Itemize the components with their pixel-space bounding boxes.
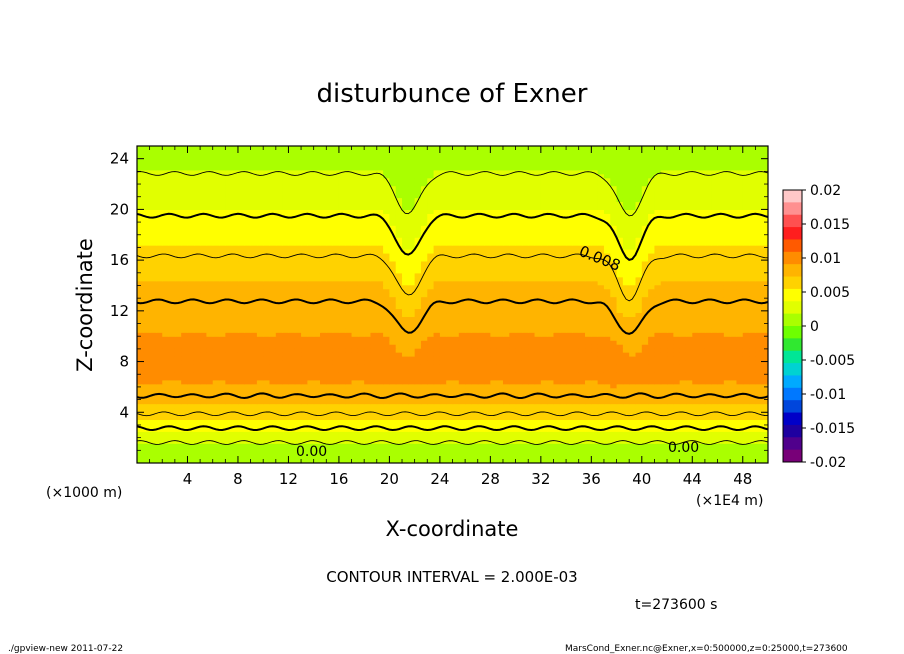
colorbar-label: -0.02 [810,455,846,471]
colorbar-swatch [783,239,802,253]
y-tick-label: 24 [110,150,129,168]
colorbar-label: 0 [810,319,819,335]
y-axis-label: Z-coordinate [73,238,97,372]
colorbar-swatch [783,251,802,265]
contour-label-000-right: 0.00 [668,440,699,456]
colorbar-swatch [783,276,802,290]
colorbar-swatch [783,313,802,327]
colorbar-swatch [783,227,802,240]
y-tick-label: 20 [110,200,129,218]
colorbar-swatch [783,264,802,278]
colorbar-label: 0.015 [810,217,850,233]
colorbar-label: -0.01 [810,387,846,403]
colorbar-swatch [783,437,802,451]
x-axis: 4 8 12 16 20 24 28 32 36 40 44 48 [149,146,756,488]
colorbar-label: 0.005 [810,285,850,301]
y-tick-label: 4 [119,403,129,421]
x-tick-label: 24 [430,470,449,488]
plot-area [137,146,768,463]
colorbar-swatch [783,375,802,389]
colorbar-swatch [783,202,802,216]
colorbar-label: 0.01 [810,251,841,267]
x-tick-label: 36 [582,470,601,488]
footer-left: ./gpview-new 2011-07-22 [8,644,123,654]
x-tick-label: 12 [279,470,298,488]
colorbar-swatch [783,412,802,426]
y-tick-label: 16 [110,251,129,269]
y-axis: 4 8 12 16 20 24 [110,150,768,451]
field-bands [137,146,768,463]
contour-label-000-left: 0.00 [296,444,327,460]
x-tick-label: 8 [233,470,243,488]
colorbar-labels: 0.02 0.015 0.01 0.005 0 -0.005 -0.01 -0.015 -0.0… [802,183,855,471]
time-label: t=273600 s [635,597,717,613]
colorbar-swatch [783,350,802,364]
chart-title: disturbunce of Exner [317,79,588,109]
x-tick-label: 28 [481,470,500,488]
x-unit-label: (×1E4 m) [696,493,763,509]
colorbar-swatch [783,400,802,414]
colorbar-swatch [783,449,802,463]
footer-right: MarsCond_Exner.nc@Exner,x=0:500000,z=0:2… [565,644,848,654]
colorbar-label: -0.005 [810,353,855,369]
x-axis-label: X-coordinate [386,517,519,541]
x-tick-label: 32 [531,470,550,488]
x-tick-label: 4 [183,470,193,488]
y-unit-label: (×1000 m) [46,485,122,501]
x-tick-label: 44 [683,470,702,488]
colorbar [783,190,802,463]
colorbar-swatch [783,363,802,376]
x-tick-label: 48 [733,470,752,488]
colorbar-swatch [783,301,802,315]
contour-lines [137,171,768,445]
colorbar-swatch [783,190,802,203]
contour-interval-text: CONTOUR INTERVAL = 2.000E-03 [326,568,577,586]
y-tick-label: 12 [110,302,129,320]
colorbar-swatch [783,338,802,352]
colorbar-label: 0.02 [810,183,841,199]
x-tick-label: 20 [380,470,399,488]
colorbar-swatch [783,214,802,228]
colorbar-label: -0.015 [810,421,855,437]
x-tick-label: 40 [632,470,651,488]
colorbar-swatch [783,288,802,302]
x-tick-label: 16 [329,470,348,488]
y-tick-label: 8 [119,353,129,371]
colorbar-swatch [783,387,802,401]
colorbar-swatch [783,326,802,339]
colorbar-swatch [783,424,802,438]
